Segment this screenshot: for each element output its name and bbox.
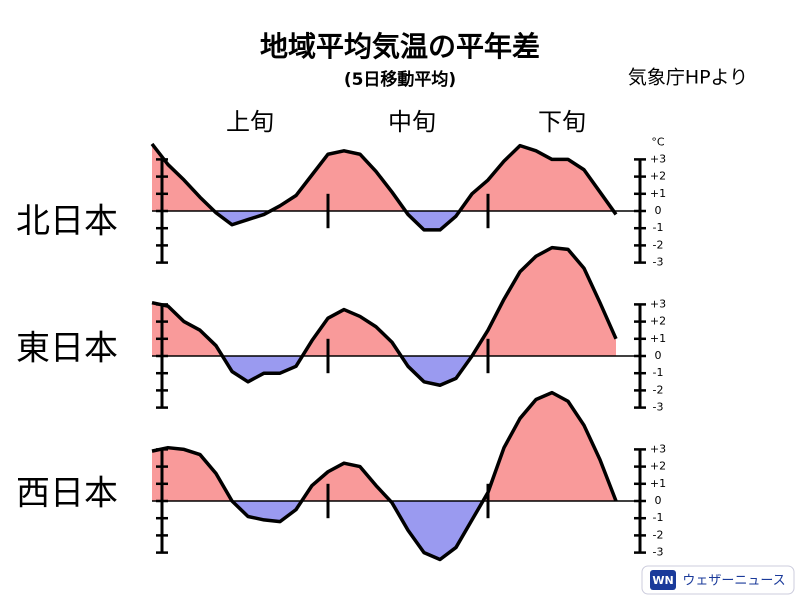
y-tick-label: -3: [653, 401, 664, 414]
unit-label: °C: [651, 135, 665, 148]
y-tick-label: +2: [650, 170, 666, 183]
y-tick-label: +1: [650, 332, 666, 345]
region-label: 東日本: [16, 329, 118, 369]
y-tick-label: -1: [653, 511, 664, 524]
period-label: 中旬: [388, 108, 436, 136]
y-tick-label: 0: [655, 349, 662, 362]
y-tick-label: -3: [653, 546, 664, 559]
region-label: 北日本: [16, 202, 118, 242]
period-label: 下旬: [538, 108, 586, 136]
logo: WN ウェザーニュース: [641, 565, 795, 595]
line: [151, 390, 618, 562]
y-tick-label: +1: [650, 477, 666, 490]
y-tick-label: -2: [653, 383, 664, 396]
source: 気象庁HPより: [628, 67, 748, 89]
y-tick-label: +3: [650, 297, 666, 310]
y-tick-label: +2: [650, 460, 666, 473]
chart-subtitle: (5日移動平均): [344, 69, 456, 90]
y-tick-label: +1: [650, 187, 666, 200]
y-tick-label: -1: [653, 366, 664, 379]
y-tick-label: +3: [650, 442, 666, 455]
area-negative: [152, 356, 616, 386]
area-positive: [152, 247, 616, 356]
area-positive: [152, 392, 616, 501]
logo-mark: WN: [652, 574, 673, 587]
line: [150, 142, 618, 232]
line: [151, 245, 618, 387]
y-tick-label: +2: [650, 315, 666, 328]
y-tick-label: -3: [653, 256, 664, 269]
chart-title: 地域平均気温の平年差: [260, 30, 540, 63]
logo-icon: [650, 570, 676, 590]
area-negative: [152, 501, 616, 560]
y-tick-label: -2: [653, 238, 664, 251]
area-positive: [152, 143, 616, 211]
region-label: 西日本: [16, 474, 118, 514]
y-tick-label: -1: [653, 221, 664, 234]
y-tick-label: -2: [653, 528, 664, 541]
logo-text: ウェザーニュース: [682, 574, 785, 589]
y-tick-label: 0: [655, 494, 662, 507]
logo-box: [641, 565, 795, 595]
period-label: 上旬: [226, 108, 274, 136]
y-tick-label: +3: [650, 152, 666, 165]
y-tick-label: 0: [655, 204, 662, 217]
